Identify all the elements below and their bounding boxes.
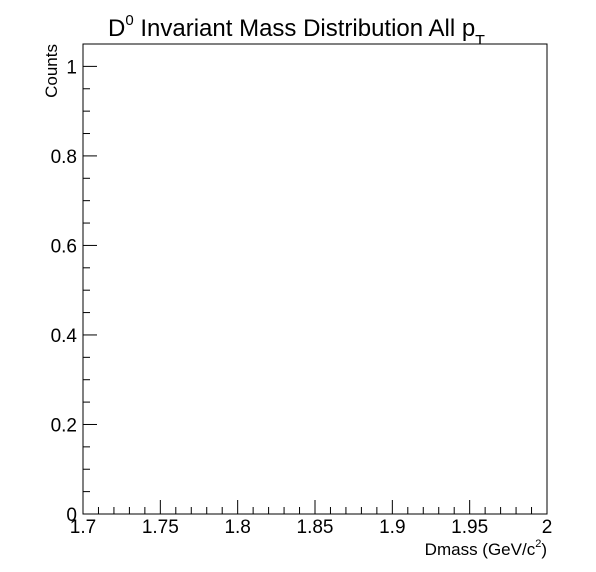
y-axis-title: Counts xyxy=(42,44,61,98)
chart-title-sub: T xyxy=(475,33,485,50)
x-axis-ticks xyxy=(82,500,548,514)
x-axis-tick-labels: 1.7 1.75 1.8 1.85 1.9 1.95 2 xyxy=(70,517,553,538)
x-tick-label: 1.95 xyxy=(451,517,488,538)
y-tick-label: 0.2 xyxy=(51,415,77,436)
chart-title-prefix-sup: 0 xyxy=(125,12,133,29)
chart-title: D0 Invariant Mass Distribution All pT xyxy=(108,12,485,50)
y-tick-label: 0 xyxy=(66,505,77,526)
x-axis-title-sup: 2 xyxy=(535,538,541,550)
x-tick-label: 1.8 xyxy=(224,517,250,538)
plot-frame xyxy=(82,43,548,515)
x-tick-label: 2 xyxy=(542,517,553,538)
y-axis-tick-labels: 0 0.2 0.4 0.6 0.8 1 xyxy=(51,57,78,526)
y-tick-label: 0.8 xyxy=(51,147,77,168)
x-tick-label: 1.7 xyxy=(70,517,96,538)
x-axis-title-main: Dmass (GeV/c xyxy=(425,540,536,559)
y-tick-label: 1 xyxy=(66,57,77,78)
x-axis-title-suffix: ) xyxy=(541,540,547,559)
y-tick-label: 0.4 xyxy=(51,326,78,347)
y-axis-ticks xyxy=(83,65,97,515)
x-tick-label: 1.9 xyxy=(379,517,405,538)
y-tick-label: 0.6 xyxy=(51,236,77,257)
x-tick-label: 1.85 xyxy=(297,517,334,538)
x-tick-label: 1.75 xyxy=(142,517,179,538)
chart-title-main: Invariant Mass Distribution All p xyxy=(134,15,475,42)
chart-title-prefix: D xyxy=(108,15,125,42)
x-axis-title: Dmass (GeV/c2) xyxy=(425,538,547,559)
